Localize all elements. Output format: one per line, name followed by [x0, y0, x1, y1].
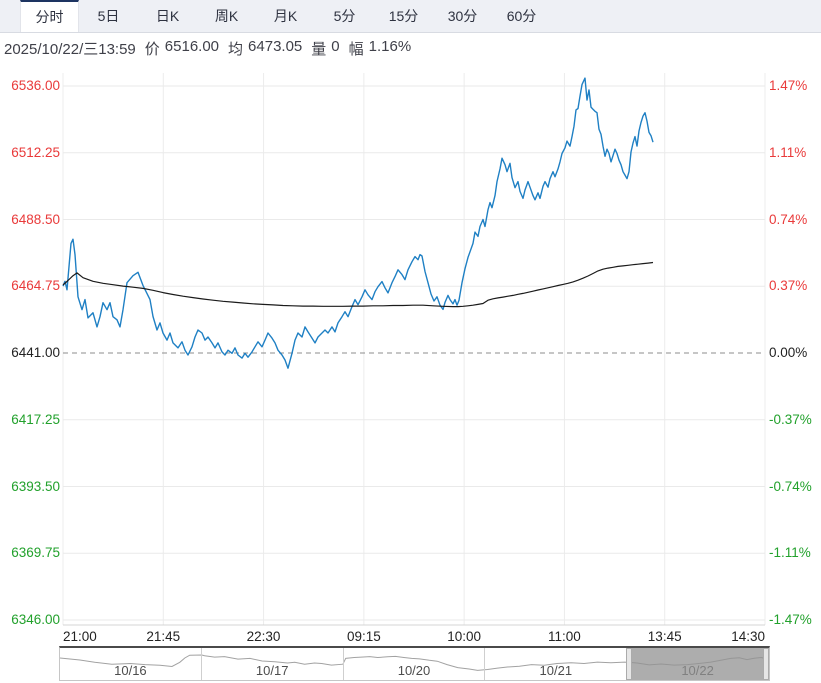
- y-axis-left-label: 6464.75: [11, 278, 60, 294]
- y-axis-left-label: 6488.50: [11, 211, 60, 227]
- y-axis-right-label: 0.74%: [769, 211, 808, 227]
- y-axis-left-label: 6369.75: [11, 545, 60, 561]
- x-axis-time-label: 11:00: [548, 629, 581, 644]
- chart-canvas: [62, 73, 766, 626]
- tab-month-k[interactable]: 月K: [273, 8, 298, 24]
- x-axis-time-label: 13:45: [647, 629, 682, 644]
- nav-handle-left[interactable]: [625, 648, 632, 680]
- y-axis-left-label: 6417.25: [11, 411, 60, 427]
- x-axis-time-label: 09:15: [346, 629, 381, 644]
- price-value: 6516.00: [164, 37, 220, 55]
- tab-5day[interactable]: 5日: [97, 8, 120, 24]
- nav-section-10-17[interactable]: 10/17: [202, 648, 344, 680]
- nav-handle-right[interactable]: [763, 648, 770, 680]
- y-axis-left-label: 6346.00: [11, 612, 60, 627]
- avg-value: 6473.05: [248, 37, 303, 55]
- volume-value: 0: [331, 37, 340, 55]
- y-axis-right-label: -0.74%: [769, 478, 812, 494]
- tab-week-k[interactable]: 周K: [214, 8, 239, 24]
- average-line: [62, 261, 654, 308]
- volume-label: 量: [311, 40, 327, 58]
- quote-datetime: 2025/10/22/三13:59: [4, 40, 136, 58]
- y-axis-right-label: 0.37%: [769, 278, 808, 294]
- nav-section-10-21[interactable]: 10/21: [485, 648, 628, 680]
- x-axis-time-label: 14:30: [731, 629, 765, 644]
- change-value: 1.16%: [368, 37, 412, 55]
- price-label: 价: [144, 40, 160, 58]
- x-axis-time-label: 21:00: [63, 629, 97, 644]
- nav-date-label: 10/21: [539, 663, 573, 678]
- y-axis-right-label: 0.00%: [769, 345, 808, 360]
- y-axis-right-label: -1.11%: [769, 545, 811, 561]
- y-axis-left-label: 6536.00: [11, 78, 60, 93]
- nav-section-10-16[interactable]: 10/16: [60, 648, 202, 680]
- tab-5min[interactable]: 5分: [333, 8, 356, 24]
- tab-day-k[interactable]: 日K: [155, 8, 180, 24]
- nav-selected-range[interactable]: [631, 648, 764, 680]
- x-axis-time-label: 21:45: [146, 629, 181, 644]
- tab-15min[interactable]: 15分: [388, 8, 419, 24]
- y-axis-right-label: 1.47%: [769, 78, 808, 93]
- x-axis-time-label: 10:00: [447, 629, 482, 644]
- tab-minute[interactable]: 分时: [20, 0, 79, 32]
- nav-date-label: 10/20: [397, 663, 431, 678]
- avg-label: 均: [228, 40, 244, 58]
- period-tabbar: 分时 5日 日K 周K 月K 5分 15分 30分 60分: [0, 0, 821, 33]
- intraday-chart[interactable]: 6536.00 6512.25 6488.50 6464.75 6441.00 6417.…: [0, 63, 821, 645]
- quote-infobar: 2025/10/22/三13:59 价 6516.00 均 6473.05 量 …: [0, 33, 821, 63]
- nav-date-label: 10/16: [114, 663, 147, 678]
- price-line: [62, 77, 654, 369]
- y-axis-left-label: 6512.25: [11, 144, 60, 160]
- nav-date-label: 10/17: [255, 663, 289, 678]
- y-axis-right-label: 1.11%: [769, 144, 807, 160]
- nav-section-10-20[interactable]: 10/20: [344, 648, 486, 680]
- change-label: 幅: [348, 40, 364, 58]
- y-axis-right-label: -1.47%: [769, 612, 812, 627]
- y-axis-left-label: 6441.00: [11, 345, 60, 360]
- tab-60min[interactable]: 60分: [506, 8, 537, 24]
- tab-30min[interactable]: 30分: [447, 8, 478, 24]
- x-axis-time-label: 22:30: [246, 629, 281, 644]
- y-axis-left-label: 6393.50: [11, 478, 60, 494]
- y-axis-right-label: -0.37%: [769, 411, 812, 427]
